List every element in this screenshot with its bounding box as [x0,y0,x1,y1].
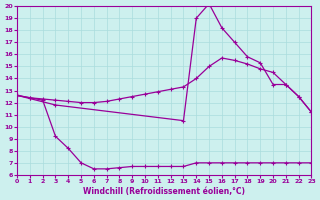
X-axis label: Windchill (Refroidissement éolien,°C): Windchill (Refroidissement éolien,°C) [83,187,245,196]
